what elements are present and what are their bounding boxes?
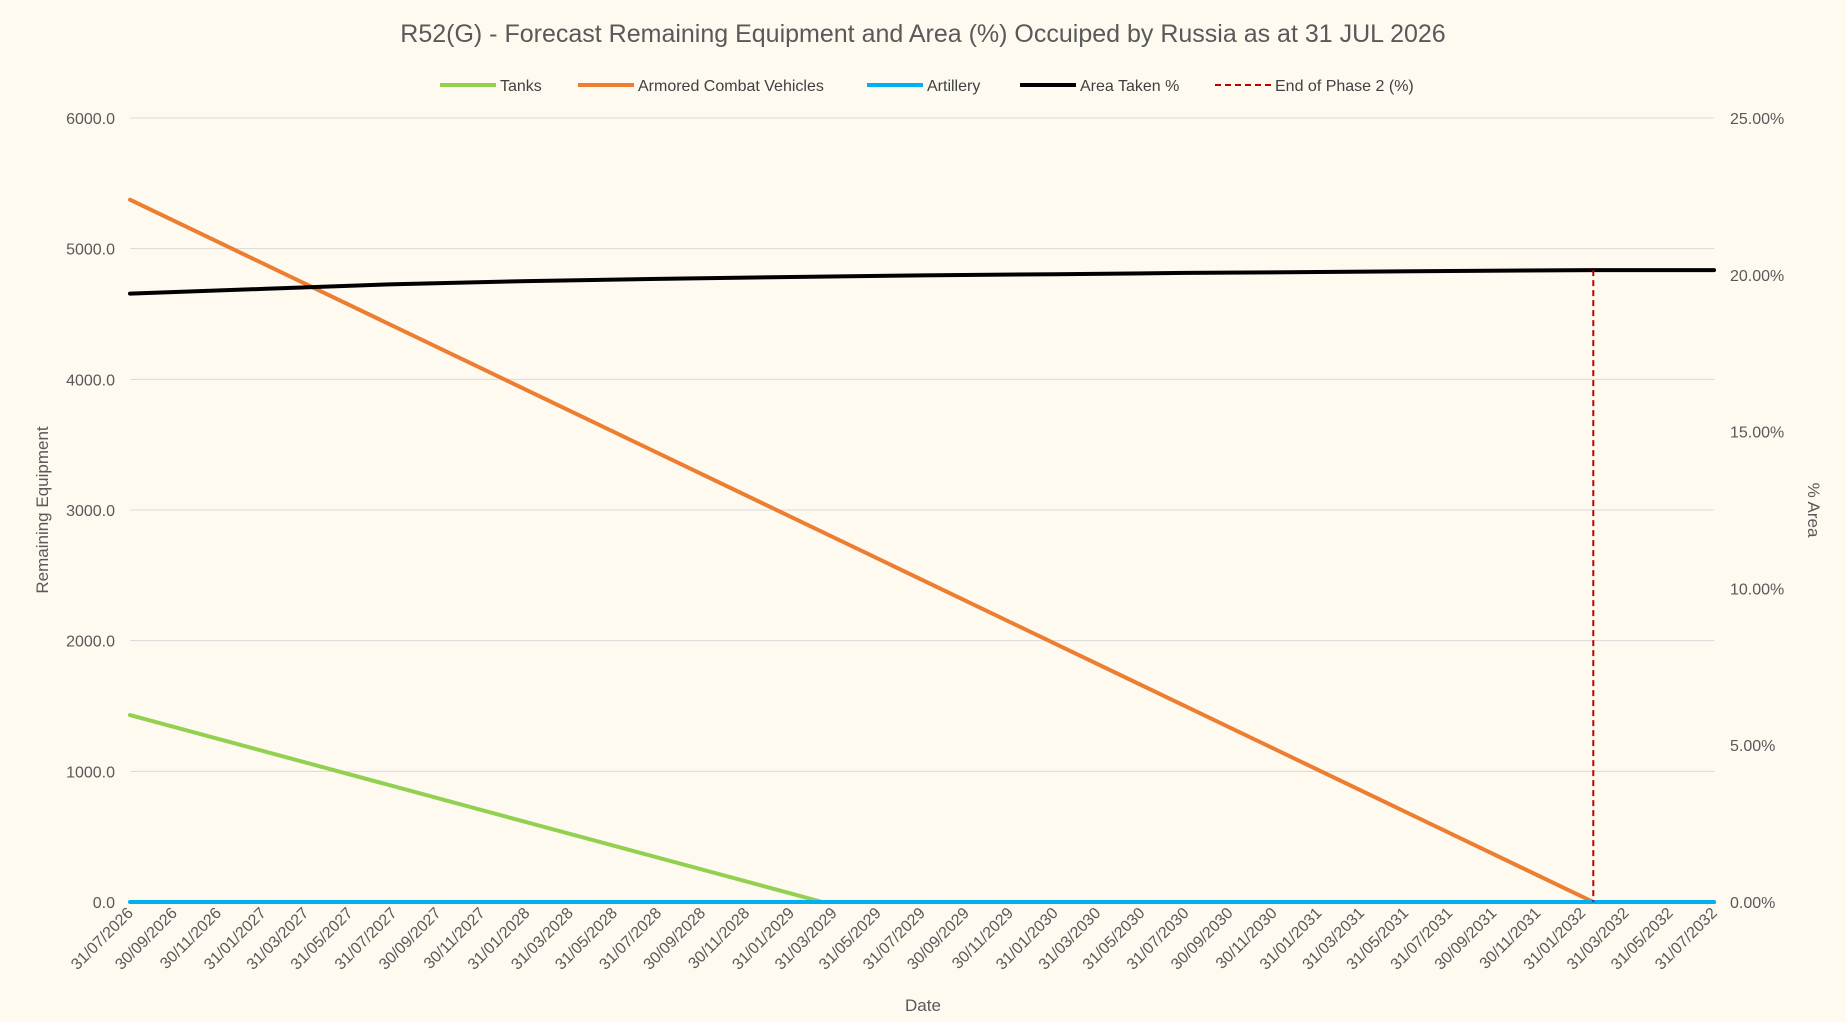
y-axis-title: Remaining Equipment <box>33 426 52 594</box>
x-axis: 31/07/202630/09/202630/11/202631/01/2027… <box>68 901 1721 973</box>
y-tick-label: 0.0 <box>93 895 115 912</box>
legend: Tanks Armored Combat Vehicles Artillery … <box>440 78 1414 95</box>
legend-item-armored-combat-vehicles[interactable]: Armored Combat Vehicles <box>578 78 824 95</box>
x-axis-title: Date <box>905 996 941 1015</box>
y2-axis-title: % Area <box>1804 483 1823 538</box>
series-line-armored-combat-vehicles <box>128 197 1716 904</box>
legend-label-tanks: Tanks <box>500 78 542 95</box>
series-line-area-taken <box>128 268 1716 296</box>
y2-tick-label: 25.00% <box>1730 111 1784 128</box>
series-lines <box>128 197 1716 904</box>
y-tick-label: 4000.0 <box>66 372 115 389</box>
legend-label-area-taken: Area Taken % <box>1080 78 1179 95</box>
y-tick-label: 2000.0 <box>66 634 115 651</box>
legend-label-end-of-phase-2: End of Phase 2 (%) <box>1275 78 1414 95</box>
y2-tick-label: 5.00% <box>1730 738 1775 755</box>
y2-tick-label: 20.00% <box>1730 268 1784 285</box>
y-axis-right: 25.00% 20.00% 15.00% 10.00% 5.00% 0.00% <box>1730 111 1784 912</box>
y-tick-label: 6000.0 <box>66 111 115 128</box>
chart-title: R52(G) - Forecast Remaining Equipment an… <box>400 20 1445 48</box>
gridlines <box>130 117 1714 772</box>
y2-tick-label: 0.00% <box>1730 895 1775 912</box>
legend-label-armored-combat-vehicles: Armored Combat Vehicles <box>638 78 824 95</box>
y2-tick-label: 15.00% <box>1730 425 1784 442</box>
y2-tick-label: 10.00% <box>1730 581 1784 598</box>
legend-item-area-taken[interactable]: Area Taken % <box>1020 78 1179 95</box>
legend-label-artillery: Artillery <box>927 78 980 95</box>
series-line-tanks <box>128 713 1716 904</box>
y-tick-label: 5000.0 <box>66 242 115 259</box>
y-tick-label: 3000.0 <box>66 503 115 520</box>
legend-item-end-of-phase-2[interactable]: End of Phase 2 (%) <box>1215 78 1414 95</box>
y-tick-label: 1000.0 <box>66 764 115 781</box>
legend-item-tanks[interactable]: Tanks <box>440 78 542 95</box>
legend-item-artillery[interactable]: Artillery <box>867 78 980 95</box>
y-axis-left: 6000.0 5000.0 4000.0 3000.0 2000.0 1000.0 0.0 <box>66 111 115 912</box>
